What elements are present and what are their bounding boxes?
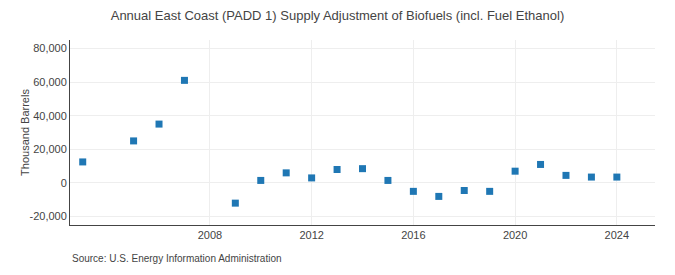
svg-text:Source: U.S. Energy Informatio: Source: U.S. Energy Information Administ…	[72, 253, 282, 264]
svg-text:2024: 2024	[605, 229, 629, 241]
svg-text:0: 0	[61, 177, 67, 189]
svg-text:40,000: 40,000	[33, 110, 67, 122]
svg-text:2020: 2020	[503, 229, 527, 241]
svg-text:80,000: 80,000	[33, 42, 67, 54]
svg-text:60,000: 60,000	[33, 76, 67, 88]
svg-text:Annual East Coast (PADD 1) Sup: Annual East Coast (PADD 1) Supply Adjust…	[111, 8, 565, 23]
svg-text:2016: 2016	[401, 229, 425, 241]
svg-text:2012: 2012	[299, 229, 323, 241]
svg-text:Thousand Barrels: Thousand Barrels	[19, 89, 31, 176]
svg-text:2008: 2008	[198, 229, 222, 241]
svg-text:20,000: 20,000	[33, 143, 67, 155]
svg-text:-20,000: -20,000	[29, 210, 66, 222]
